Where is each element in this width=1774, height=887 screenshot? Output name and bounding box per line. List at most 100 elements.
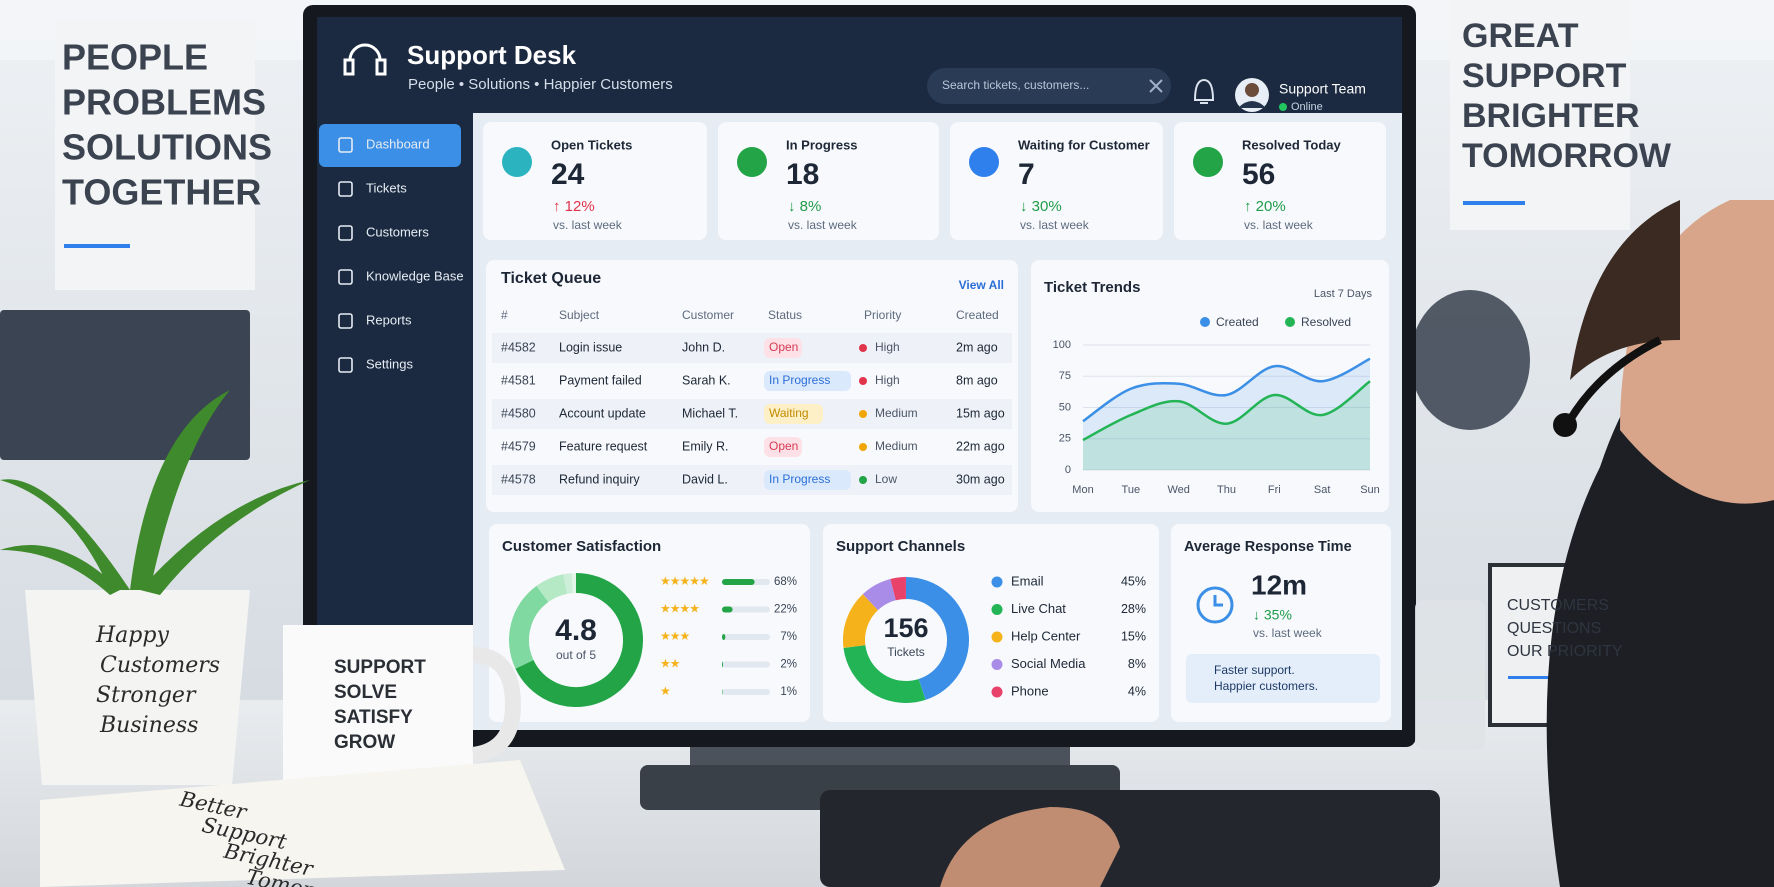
cell: #4582 xyxy=(501,340,536,354)
channel-name: Email xyxy=(1011,573,1044,588)
channel-value: 28% xyxy=(1121,602,1146,616)
priority-dot xyxy=(859,377,867,385)
y-tick-label: 0 xyxy=(1065,464,1071,476)
search-clear[interactable] xyxy=(1149,79,1163,93)
kpi-icon xyxy=(502,147,532,177)
nav-icon xyxy=(338,269,353,285)
nav-item: Reports xyxy=(366,312,412,327)
agent-hair xyxy=(1570,200,1680,380)
rating-value: 1% xyxy=(780,686,797,698)
pot-text: Happy xyxy=(95,623,169,648)
cell: #4578 xyxy=(501,472,536,486)
poster-underline xyxy=(64,244,130,248)
poster-text: BRIGHTER xyxy=(1462,97,1640,135)
rating-bar xyxy=(722,579,755,585)
cell: Feature request xyxy=(559,439,648,453)
response-value: 12m xyxy=(1251,569,1307,600)
channel-name: Social Media xyxy=(1011,656,1086,671)
cell: 30m ago xyxy=(956,472,1005,486)
priority-text: High xyxy=(875,373,900,387)
row-stripe xyxy=(492,465,1012,495)
cell: 8m ago xyxy=(956,373,998,387)
priority-text: Medium xyxy=(875,439,918,453)
priority-dot xyxy=(859,344,867,352)
sign-text: QUESTIONS xyxy=(1507,620,1601,637)
status-text: Waiting xyxy=(769,406,809,420)
pen-holder xyxy=(1415,600,1485,750)
ticket-queue-panel xyxy=(486,260,1018,512)
donut-segment xyxy=(905,577,969,700)
trend-area xyxy=(1083,358,1370,470)
sign-underline xyxy=(1508,676,1553,679)
cell: Michael T. xyxy=(682,406,738,420)
clock-hands xyxy=(1213,595,1223,607)
poster-text: SOLUTIONS xyxy=(62,127,272,168)
column-header: Created xyxy=(956,308,999,322)
channel-name: Live Chat xyxy=(1011,601,1066,616)
mug-text: SUPPORT xyxy=(334,657,426,678)
cell: 15m ago xyxy=(956,406,1005,420)
column-header: # xyxy=(501,308,508,322)
row-stripe xyxy=(492,399,1012,429)
nav-icon xyxy=(338,313,353,329)
kpi-value: 18 xyxy=(786,158,819,191)
rating-value: 22% xyxy=(774,604,797,616)
bar-track xyxy=(722,606,770,613)
kpi-note: vs. last week xyxy=(553,218,623,232)
donut-segment xyxy=(843,644,926,703)
priority-text: Low xyxy=(875,472,897,486)
donut-segment xyxy=(509,585,549,669)
avatar-body xyxy=(1238,101,1266,108)
response-note: vs. last week xyxy=(1253,626,1323,640)
status-pill xyxy=(764,338,802,358)
search-box[interactable] xyxy=(927,68,1171,104)
cell: Emily R. xyxy=(682,439,729,453)
channel-value: 45% xyxy=(1121,574,1146,588)
nav-icon xyxy=(338,137,353,153)
channel-value: 8% xyxy=(1128,657,1146,671)
nav-item: Tickets xyxy=(366,180,407,195)
background-person xyxy=(1410,290,1530,430)
rating-value: 68% xyxy=(774,576,797,588)
cell: Login issue xyxy=(559,340,622,354)
bar-track xyxy=(722,689,770,695)
star-rating: ★★★★★ xyxy=(660,574,709,588)
x-tick-label: Sat xyxy=(1314,484,1331,496)
priority-dot xyxy=(859,476,867,484)
rating-value: 2% xyxy=(780,659,797,671)
score: 4.8 xyxy=(555,614,597,647)
panel-title: Ticket Queue xyxy=(501,270,601,287)
avatar-face xyxy=(1245,83,1259,97)
response-tip-text: Faster support. xyxy=(1214,663,1295,677)
bell-icon[interactable] xyxy=(1193,78,1215,104)
row-stripe xyxy=(492,333,1012,363)
active-nav xyxy=(319,124,461,167)
column-header: Status xyxy=(768,308,802,322)
kpi-card xyxy=(718,122,939,240)
period-label: Last 7 Days xyxy=(1314,288,1373,300)
cell: 2m ago xyxy=(956,340,998,354)
kpi-card xyxy=(483,122,707,240)
nav-icon xyxy=(338,357,353,373)
kpi-card xyxy=(950,122,1163,240)
view-all-link[interactable]: View All xyxy=(959,278,1004,292)
score-note: out of 5 xyxy=(556,648,596,662)
status-text: In Progress xyxy=(769,373,830,387)
panel-title: Average Response Time xyxy=(1184,539,1352,555)
donut-segment xyxy=(563,573,574,594)
poster-text: GREAT xyxy=(1462,17,1579,55)
y-tick-label: 25 xyxy=(1059,433,1071,445)
response-tip xyxy=(1186,654,1380,703)
priority-text: High xyxy=(875,340,900,354)
x-tick-label: Mon xyxy=(1072,484,1093,496)
app-subtitle: People • Solutions • Happier Customers xyxy=(408,76,673,93)
online-dot xyxy=(1279,103,1287,111)
kpi-note: vs. last week xyxy=(788,218,858,232)
cell: 22m ago xyxy=(956,439,1005,453)
donut-segment xyxy=(536,574,568,603)
rating-bar xyxy=(722,634,726,640)
mug-text: SATISFY xyxy=(334,707,413,728)
donut-segment xyxy=(515,573,643,707)
star-rating: ★★★ xyxy=(660,629,690,643)
